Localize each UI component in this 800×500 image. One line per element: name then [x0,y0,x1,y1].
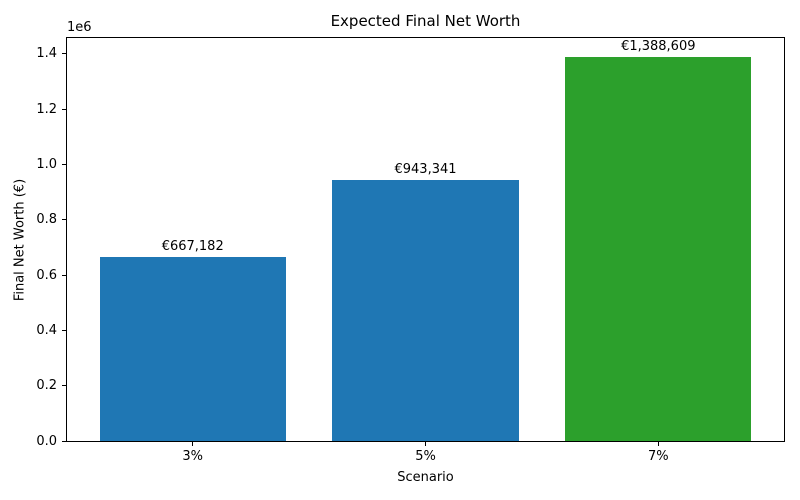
x-tick-label: 7% [647,449,669,464]
bar-5% [332,180,519,441]
y-axis-tick [62,53,66,55]
y-axis-tick [62,219,66,221]
y-tick-label: 0.0 [36,433,57,449]
y-axis-tick [62,274,66,276]
x-axis-label: Scenario [397,470,454,485]
x-tick-label: 5% [415,449,436,464]
y-tick-label: 1.0 [36,157,57,173]
x-axis-tick [425,442,426,446]
plot-area: €667,182 3% €943,341 5% €1,388,609 7% 0.0 0.2 0.… [36,37,785,464]
x-axis-tick [657,442,659,446]
y-axis-label: Final Net Worth (€) [12,178,28,302]
y-tick-label: 0.2 [36,378,57,394]
chart-title: Expected Final Net Worth [330,12,521,30]
bar-value-label: €667,182 [161,238,224,254]
x-axis-tick [192,442,194,446]
y-axis-tick [62,164,66,166]
y-axis-tick [62,385,66,387]
x-tick-label: 3% [182,449,204,464]
bar-3% [99,256,286,441]
bar-value-label: €1,388,609 [621,39,696,55]
y-tick-label: 0.8 [36,212,57,228]
y-tick-label: 0.6 [36,267,57,283]
y-axis-tick [62,329,66,331]
y-tick-label: 1.2 [36,101,57,117]
bar-7% [565,57,752,441]
y-axis-tick [62,108,66,110]
bar-value-label: €943,341 [394,162,457,178]
y-tick-label: 0.4 [36,322,57,338]
y-axis-offset-label: 1e6 [67,20,92,35]
y-axis-tick [62,440,66,442]
y-tick-label: 1.4 [36,46,57,62]
